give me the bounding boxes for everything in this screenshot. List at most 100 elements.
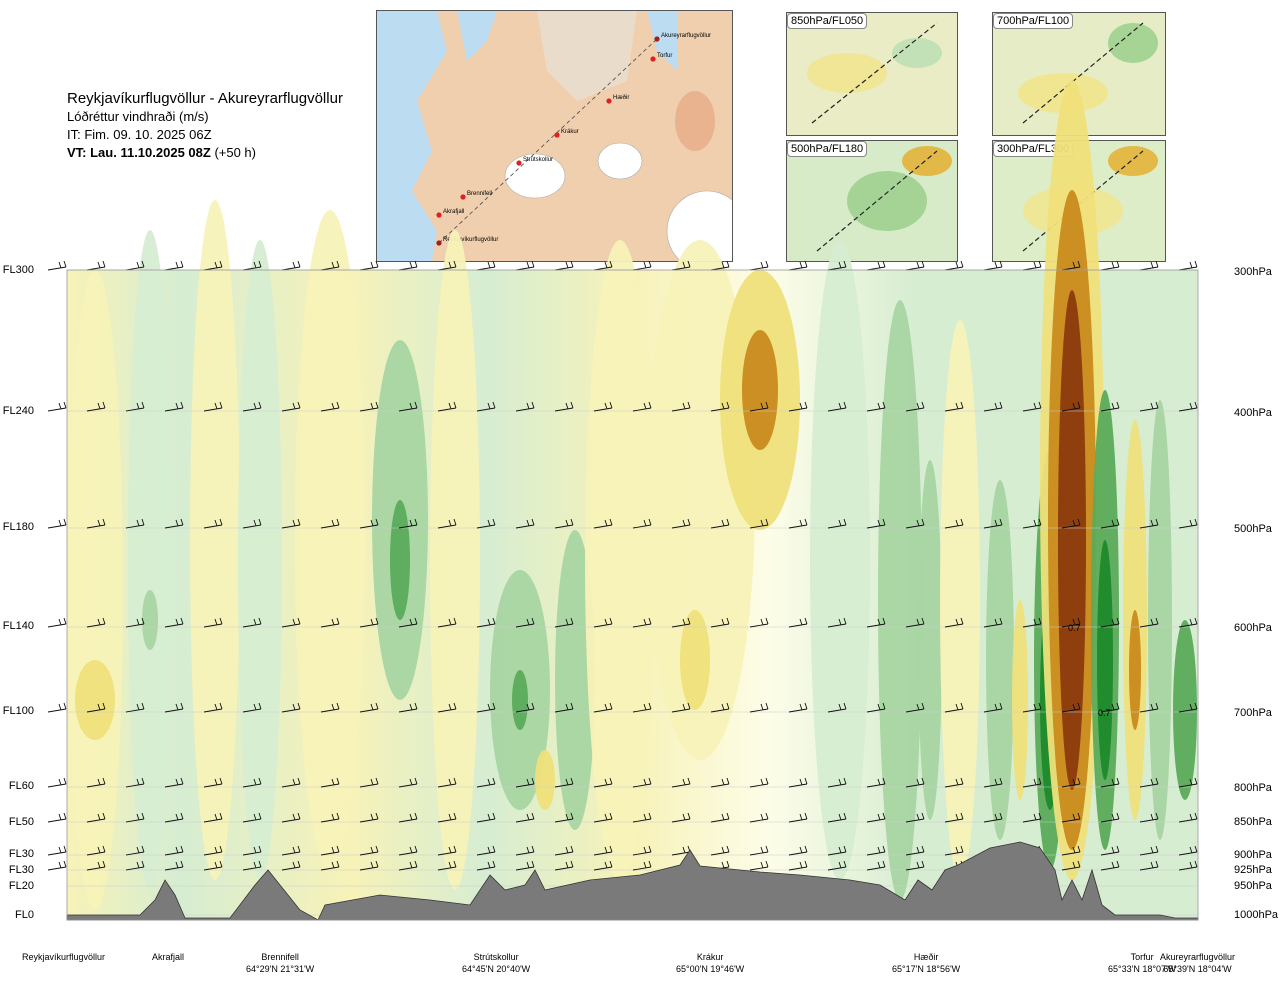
location-torfur-coord: 65°33'N 18°07'W bbox=[1108, 964, 1177, 974]
wind-barb bbox=[632, 812, 652, 823]
wind-barb bbox=[515, 260, 535, 271]
velocity-cell-8 bbox=[390, 500, 410, 620]
route-title: Reykjavíkurflugvöllur - Akureyrarflugvöl… bbox=[67, 90, 343, 107]
wind-barb bbox=[86, 260, 106, 271]
panel-500: 500hPa/FL180 bbox=[786, 140, 958, 262]
location-strutskollur: Strútskollur 64°45'N 20°40'W bbox=[462, 951, 530, 975]
location-akureyri-coord: 65°39'N 18°04'W bbox=[1163, 964, 1232, 974]
map-waypoint-label-7: Reykjavíkurflugvöllur bbox=[443, 237, 498, 243]
wind-barb bbox=[866, 401, 886, 412]
panel-850-label: 850hPa/FL050 bbox=[787, 13, 868, 29]
fl-label-100: FL100 bbox=[2, 705, 34, 717]
wind-barb bbox=[632, 860, 652, 871]
wind-barb bbox=[632, 518, 652, 529]
wind-barb bbox=[944, 845, 964, 856]
wind-barb bbox=[944, 401, 964, 412]
map-waypoint-6 bbox=[436, 212, 442, 218]
valid-time: VT: Lau. 11.10.2025 08Z (+50 h) bbox=[67, 144, 343, 162]
wind-barb bbox=[788, 617, 808, 628]
wind-barb bbox=[125, 845, 145, 856]
wind-barb bbox=[983, 401, 1003, 412]
fl-label-300: FL300 bbox=[2, 264, 34, 276]
location-krakur-coord: 65°00'N 19°46'W bbox=[676, 964, 745, 974]
wind-barb bbox=[476, 860, 496, 871]
wind-barb bbox=[281, 777, 301, 788]
wind-barb bbox=[1139, 777, 1159, 788]
velocity-cell-31 bbox=[1097, 540, 1113, 780]
wind-barb bbox=[710, 812, 730, 823]
wind-barb bbox=[320, 845, 340, 856]
wind-barb bbox=[359, 518, 379, 529]
velocity-cell-21 bbox=[918, 460, 942, 820]
wind-barb bbox=[1061, 260, 1081, 271]
wind-barb bbox=[515, 617, 535, 628]
wind-barb bbox=[905, 617, 925, 628]
wind-barb bbox=[515, 702, 535, 713]
map-waypoint-1 bbox=[650, 56, 656, 62]
wind-barb bbox=[866, 812, 886, 823]
map-waypoint-7 bbox=[436, 240, 442, 246]
pressure-label-800: 800hPa bbox=[1234, 782, 1272, 794]
wind-barb bbox=[593, 777, 613, 788]
wind-barb bbox=[242, 845, 262, 856]
wind-barb bbox=[320, 401, 340, 412]
wind-barb bbox=[866, 260, 886, 271]
fl-label-140: FL140 bbox=[2, 620, 34, 632]
wind-barb bbox=[125, 518, 145, 529]
wind-barb bbox=[788, 812, 808, 823]
wind-barb bbox=[476, 260, 496, 271]
location-akrafjall: Akrafjall bbox=[152, 951, 184, 963]
wind-barb bbox=[554, 860, 574, 871]
wind-barb bbox=[1022, 777, 1042, 788]
velocity-cell-19 bbox=[810, 240, 870, 880]
wind-barb bbox=[671, 777, 691, 788]
route-map-graphic: Akureyrarflugvöllur Torfur Hæðir Krákur Strú… bbox=[377, 11, 732, 261]
pressure-label-400: 400hPa bbox=[1234, 407, 1272, 419]
wind-barb bbox=[554, 702, 574, 713]
wind-barb bbox=[1061, 812, 1081, 823]
location-akrafjall-name: Akrafjall bbox=[152, 952, 185, 962]
map-waypoint-label-1: Torfur bbox=[657, 53, 672, 59]
wind-barb bbox=[437, 702, 457, 713]
contour-label-1: 0.7 bbox=[1068, 623, 1081, 633]
wind-barb bbox=[203, 518, 223, 529]
wind-barb bbox=[983, 260, 1003, 271]
wind-barb bbox=[905, 812, 925, 823]
fl-label-20: FL20 bbox=[8, 880, 34, 892]
panel-500-label: 500hPa/FL180 bbox=[787, 141, 868, 157]
wind-barb bbox=[203, 845, 223, 856]
map-waypoint-2 bbox=[606, 98, 612, 104]
wind-barb bbox=[47, 401, 67, 412]
wind-barb bbox=[437, 617, 457, 628]
wind-barb bbox=[944, 702, 964, 713]
velocity-cell-29 bbox=[1058, 290, 1086, 790]
wind-barb bbox=[203, 617, 223, 628]
wind-barb bbox=[242, 777, 262, 788]
wind-barb bbox=[671, 401, 691, 412]
velocity-cell-3 bbox=[142, 590, 158, 650]
wind-barb bbox=[827, 260, 847, 271]
wind-barb bbox=[983, 812, 1003, 823]
wind-barb bbox=[1178, 702, 1198, 713]
wind-barb bbox=[242, 702, 262, 713]
wind-barb bbox=[866, 617, 886, 628]
wind-barb bbox=[593, 401, 613, 412]
wind-barb bbox=[476, 617, 496, 628]
velocity-cell-1 bbox=[75, 660, 115, 740]
wind-barb bbox=[281, 617, 301, 628]
wind-barb bbox=[1100, 702, 1120, 713]
wind-barb bbox=[554, 518, 574, 529]
velocity-cell-5 bbox=[238, 240, 282, 880]
wind-barb bbox=[1022, 617, 1042, 628]
wind-barb bbox=[1139, 812, 1159, 823]
wind-barb bbox=[437, 777, 457, 788]
wind-barb bbox=[359, 860, 379, 871]
wind-barb bbox=[1178, 845, 1198, 856]
wind-barb bbox=[905, 860, 925, 871]
wind-barb bbox=[905, 777, 925, 788]
wind-barb bbox=[125, 401, 145, 412]
wind-barb bbox=[203, 260, 223, 271]
map-waypoint-4 bbox=[516, 160, 522, 166]
wind-barb bbox=[593, 518, 613, 529]
velocity-cell-9 bbox=[430, 230, 480, 890]
